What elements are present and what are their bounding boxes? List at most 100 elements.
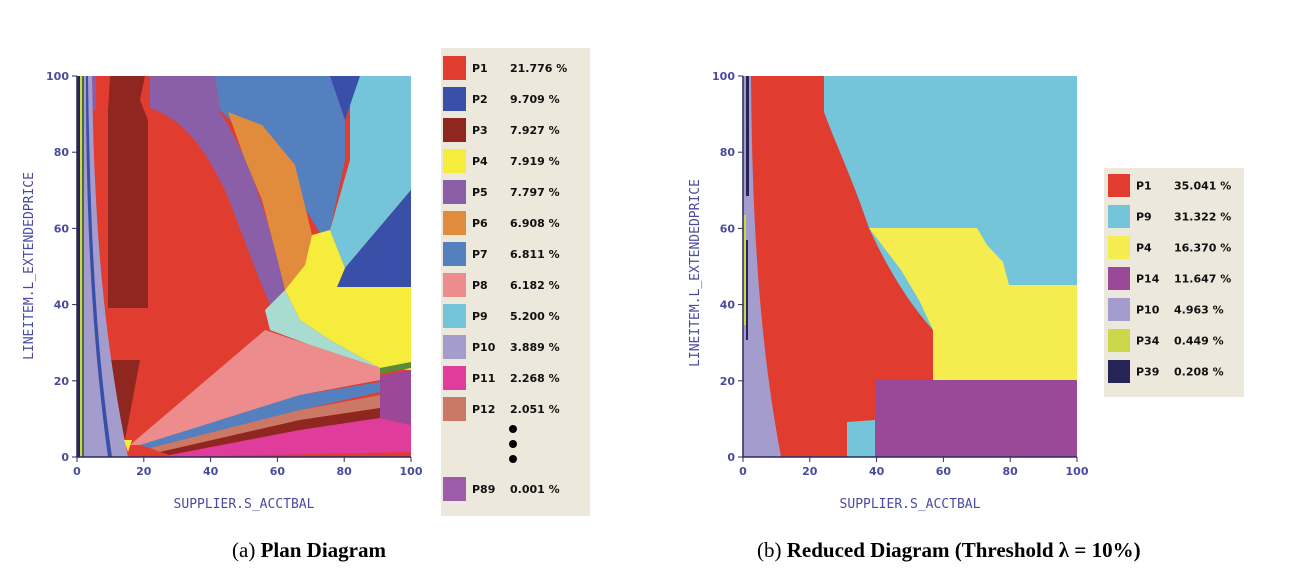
legend-value: 16.370 % <box>1174 242 1231 255</box>
legend-item-p1: P1 35.041 % <box>1108 174 1231 197</box>
reduced-regions <box>743 76 1077 457</box>
x-tick-label: 40 <box>869 465 885 478</box>
region-p10 <box>743 76 781 457</box>
legend-swatch <box>1108 298 1130 321</box>
y-tick-label: 80 <box>720 146 736 159</box>
legend-item-p34: P34 0.449 % <box>1108 329 1224 352</box>
plan-regions <box>77 76 411 457</box>
caption-prefix: (b) <box>757 538 782 562</box>
x-tick-label: 100 <box>400 465 423 478</box>
region-p8b <box>130 378 270 445</box>
legend-label: P4 <box>472 155 488 168</box>
legend-value: 9.709 % <box>510 93 560 106</box>
region-green-strip <box>380 362 411 374</box>
legend-label: P39 <box>1136 366 1159 379</box>
region-p3-lower <box>160 408 380 455</box>
legend-swatch <box>443 118 466 142</box>
region-p39b <box>746 240 748 340</box>
x-tick-label: 0 <box>739 465 747 478</box>
legend-label: P11 <box>472 372 495 385</box>
region-p14 <box>380 370 411 425</box>
caption-title: Plan Diagram <box>260 538 386 562</box>
legend-value: 11.647 % <box>1174 273 1231 286</box>
legend-label: P12 <box>472 403 495 416</box>
region-p10 <box>84 76 128 457</box>
legend-swatch <box>443 56 466 80</box>
legend-label: P8 <box>472 279 488 292</box>
x-axis-label: SUPPLIER.S_ACCTBAL <box>174 497 315 512</box>
legend-label: P34 <box>1136 335 1160 348</box>
region-mixed-edge <box>82 76 84 457</box>
region-p4 <box>285 230 411 370</box>
y-tick-label: 40 <box>720 299 736 312</box>
x-tick-label: 60 <box>936 465 952 478</box>
legend: P1 35.041 % P9 31.322 % P4 16.370 % P14 11.647 … <box>1108 174 1231 383</box>
legend-ellipsis-dot <box>509 425 517 433</box>
region-p2-strip <box>86 76 112 457</box>
legend-swatch <box>443 304 466 328</box>
region-p4 <box>869 228 1077 380</box>
legend-ellipsis-dot <box>509 440 517 448</box>
region-p12 <box>150 395 380 452</box>
legend-value: 0.449 % <box>1174 335 1224 348</box>
legend-swatch <box>1108 267 1130 290</box>
legend-label: P4 <box>1136 242 1152 255</box>
legend-item-p9: P9 31.322 % <box>1108 205 1231 228</box>
legend-label: P3 <box>472 124 488 137</box>
region-p3 <box>108 76 148 308</box>
legend-item-p6: P6 6.908 % <box>443 211 560 235</box>
y-tick-label: 20 <box>720 375 736 388</box>
x-tick-label: 20 <box>136 465 152 478</box>
legend-item-p10: P10 3.889 % <box>443 335 560 359</box>
y-tick-label: 100 <box>712 70 735 83</box>
legend-value: 6.908 % <box>510 217 560 230</box>
legend-value: 3.889 % <box>510 341 560 354</box>
legend-value: 7.797 % <box>510 186 560 199</box>
legend-ellipsis-dot <box>509 455 517 463</box>
legend-swatch <box>443 242 466 266</box>
axes-a: 0 20 40 60 80 100 0 20 40 60 80 100 <box>46 70 423 478</box>
legend-item-p39: P39 0.208 % <box>1108 360 1224 383</box>
legend-item-p7: P7 6.811 % <box>443 242 560 266</box>
x-tick-label: 100 <box>1066 465 1089 478</box>
legend-value: 35.041 % <box>1174 180 1231 193</box>
legend-swatch <box>443 211 466 235</box>
legend-swatch <box>443 180 466 204</box>
axes-b: 0 20 40 60 80 100 0 20 40 60 80 100 <box>712 70 1089 478</box>
region-p11 <box>170 418 411 457</box>
legend-value: 4.963 % <box>1174 304 1224 317</box>
region-p39 <box>746 76 749 196</box>
legend-label: P9 <box>1136 211 1152 224</box>
region-p2 <box>337 190 411 287</box>
y-tick-label: 20 <box>54 375 70 388</box>
legend-label: P1 <box>1136 180 1152 193</box>
legend-item-p4: P4 16.370 % <box>1108 236 1231 259</box>
legend-label: P89 <box>472 483 495 496</box>
caption: (a) Plan Diagram <box>232 536 386 564</box>
legend-item-p12: P12 2.051 % <box>443 397 560 421</box>
legend-item-p1: P1 21.776 % <box>443 56 567 80</box>
caption-prefix: (a) <box>232 538 256 562</box>
legend-swatch <box>1108 174 1130 197</box>
y-tick-label: 80 <box>54 146 70 159</box>
legend-value: 0.001 % <box>510 483 560 496</box>
legend-swatch <box>443 87 466 111</box>
region-p39-edge <box>77 76 80 457</box>
region-p7-lower <box>140 382 380 448</box>
legend-item-p4: P4 7.919 % <box>443 149 560 173</box>
legend-item-p2: P2 9.709 % <box>443 87 560 111</box>
legend-label: P10 <box>1136 304 1160 317</box>
region-p34-edge <box>80 76 82 457</box>
legend-label: P2 <box>472 93 488 106</box>
region-p1 <box>751 76 933 457</box>
legend-value: 2.268 % <box>510 372 560 385</box>
legend-item-p14: P14 11.647 % <box>1108 267 1231 290</box>
x-tick-label: 20 <box>802 465 818 478</box>
legend-swatch <box>443 273 466 297</box>
x-tick-label: 40 <box>203 465 219 478</box>
region-p6 <box>228 112 312 290</box>
legend-item-p9: P9 5.200 % <box>443 304 560 328</box>
y-axis-label: LINEITEM.L_EXTENDEDPRICE <box>22 172 37 360</box>
legend-swatch <box>1108 360 1130 383</box>
legend-item-p3: P3 7.927 % <box>443 118 560 142</box>
